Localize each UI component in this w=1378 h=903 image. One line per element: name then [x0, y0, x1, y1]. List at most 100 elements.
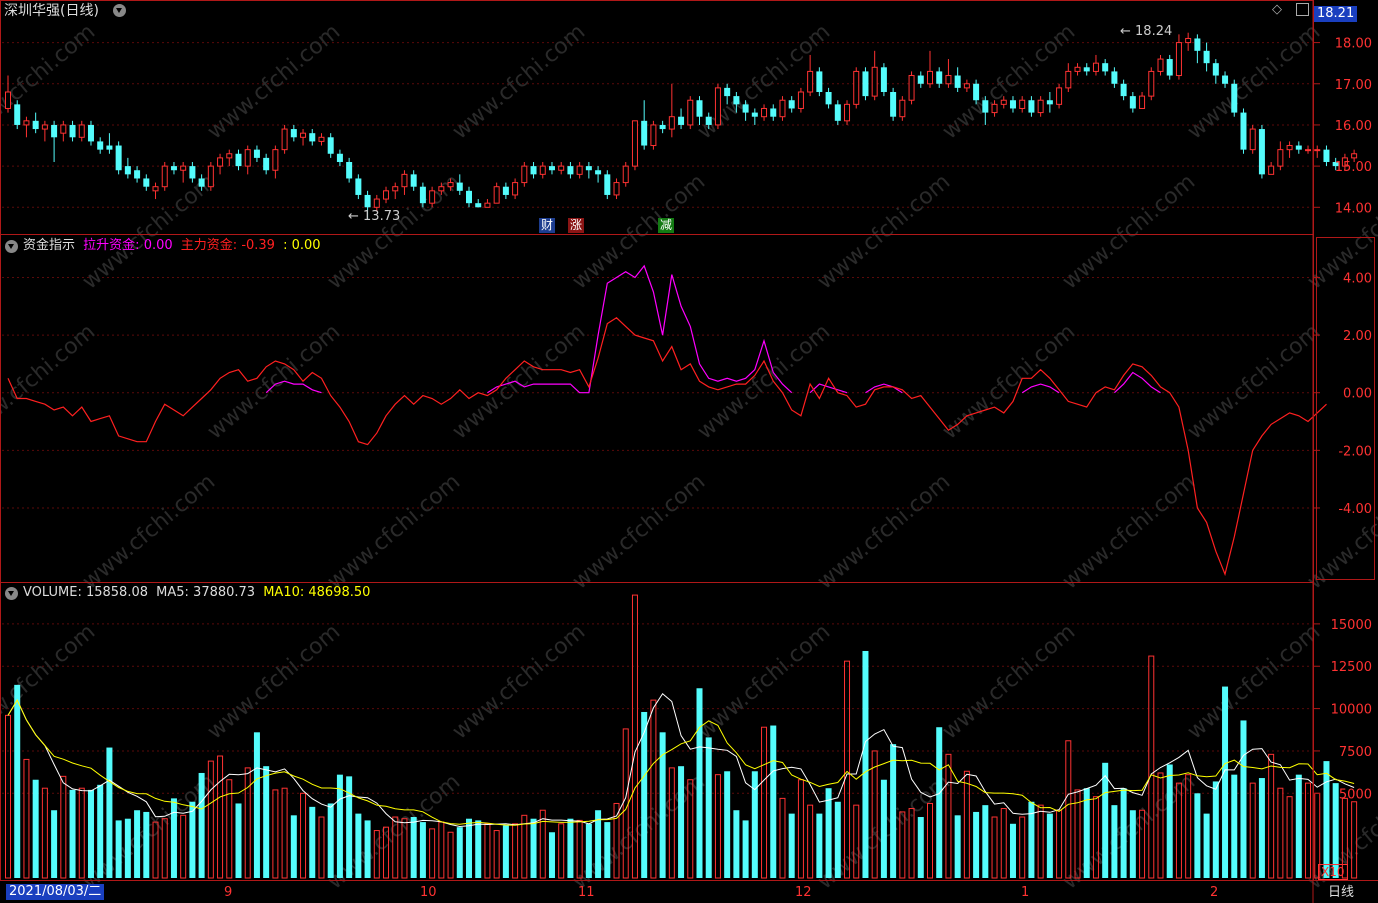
candle-body — [512, 182, 519, 196]
volume-bar — [69, 789, 76, 878]
candle-body — [1074, 66, 1081, 72]
volume-bar — [1037, 804, 1044, 879]
diamond-icon[interactable]: ◇ — [1272, 2, 1282, 17]
candle-body — [235, 153, 242, 167]
candle-body — [23, 120, 30, 126]
volume-bar — [1194, 793, 1201, 878]
volume-bar — [1222, 686, 1229, 878]
volume-bar — [336, 774, 343, 878]
candle-body — [217, 157, 224, 167]
volume-bar — [696, 688, 703, 878]
candle-body — [733, 96, 740, 105]
month-tick-12: 12 — [795, 885, 812, 900]
candle-body — [641, 120, 648, 146]
candle-body — [917, 75, 924, 84]
volume-ma-series — [7, 692, 1355, 828]
volume-bar — [853, 804, 860, 879]
candle-body — [60, 124, 67, 134]
volume-ma10-line — [7, 699, 1355, 826]
volume-bar — [761, 726, 768, 879]
candle-body — [336, 153, 343, 162]
volume-bar — [631, 594, 638, 879]
candle-body — [585, 166, 592, 171]
candle-body — [1065, 70, 1072, 89]
volume-bar — [502, 825, 509, 878]
candle-body — [143, 178, 150, 187]
badge-reduce[interactable]: 减 — [658, 218, 675, 233]
lift-fund-value: 0.00 — [143, 238, 173, 253]
volume-bar — [576, 819, 583, 879]
volume-tick-label: 7500 — [1339, 745, 1372, 760]
watermark-text: www.cfchi.com — [203, 19, 345, 144]
candle-body — [742, 104, 749, 113]
ma5-value: 37880.73 — [193, 585, 256, 600]
volume-bar — [475, 820, 482, 878]
volume-bar — [825, 788, 832, 878]
candle-body — [355, 178, 362, 195]
period-tab[interactable]: 日线 — [1328, 885, 1355, 900]
watermark-text: www.cfchi.com — [938, 319, 1080, 444]
candle-body — [161, 165, 168, 188]
volume-tick-label: 5000 — [1339, 787, 1372, 802]
watermark-text: www.cfchi.com — [78, 169, 220, 294]
volume-bar — [170, 798, 177, 878]
candle-body — [1341, 157, 1348, 167]
candle-body — [705, 116, 712, 125]
candle-body — [770, 108, 777, 117]
candle-body — [797, 91, 804, 109]
volume-bar — [300, 792, 307, 879]
badge-rise[interactable]: 涨 — [568, 218, 585, 233]
volume-bar — [180, 814, 187, 879]
candle-body — [1120, 83, 1127, 97]
candle-body — [880, 67, 887, 92]
indicator-line-lift — [487, 264, 793, 394]
indicator-line-lift — [1021, 383, 1060, 394]
volume-bar — [355, 813, 362, 878]
candle-body — [1222, 75, 1229, 84]
volume-ma5-line — [7, 692, 1355, 828]
volume-bar — [41, 787, 48, 879]
window-icon[interactable] — [1296, 3, 1309, 16]
candle-body — [1258, 129, 1265, 175]
indicator-tick-label: 2.00 — [1343, 329, 1372, 344]
volume-bar — [1111, 805, 1118, 878]
volume-bar — [235, 803, 242, 878]
volume-bar — [548, 832, 555, 878]
volume-bar — [724, 771, 731, 878]
volume-bar — [263, 766, 270, 878]
candle-body — [927, 70, 933, 85]
candle-body — [383, 190, 390, 200]
watermark-text: www.cfchi.com — [203, 619, 345, 744]
volume-bar — [779, 797, 786, 879]
candle-body — [438, 186, 445, 192]
candle-body — [936, 71, 943, 84]
volume-menu-icon[interactable] — [5, 587, 18, 600]
indicator-menu-icon[interactable] — [5, 240, 18, 253]
watermark-text: www.cfchi.com — [693, 619, 835, 744]
volume-bar — [641, 711, 648, 878]
volume-bar — [585, 823, 592, 878]
candle-body — [401, 173, 408, 188]
volume-bar — [1083, 788, 1090, 878]
price-tick-label: 15.00 — [1335, 160, 1372, 175]
candle-body — [1185, 37, 1192, 44]
volume-bar — [1258, 778, 1265, 878]
candle-body — [834, 104, 841, 121]
volume-bar — [816, 813, 823, 878]
candle-body — [1092, 62, 1099, 72]
candle-body — [908, 75, 915, 101]
badge-finance[interactable]: 财 — [539, 218, 556, 233]
watermark-text: www.cfchi.com — [78, 469, 220, 594]
dropdown-chevron-icon[interactable] — [113, 4, 126, 17]
price-tick-label: 17.00 — [1335, 78, 1372, 93]
candle-body — [1148, 70, 1155, 97]
volume-axis: 5000 7500 10000 12500 15000 — [1313, 618, 1372, 802]
candle-body — [945, 75, 952, 85]
volume-bar — [198, 772, 205, 878]
candle-body — [1212, 63, 1219, 76]
candle-body — [78, 124, 85, 138]
volume-bar — [115, 820, 122, 878]
candle-body — [152, 186, 159, 192]
